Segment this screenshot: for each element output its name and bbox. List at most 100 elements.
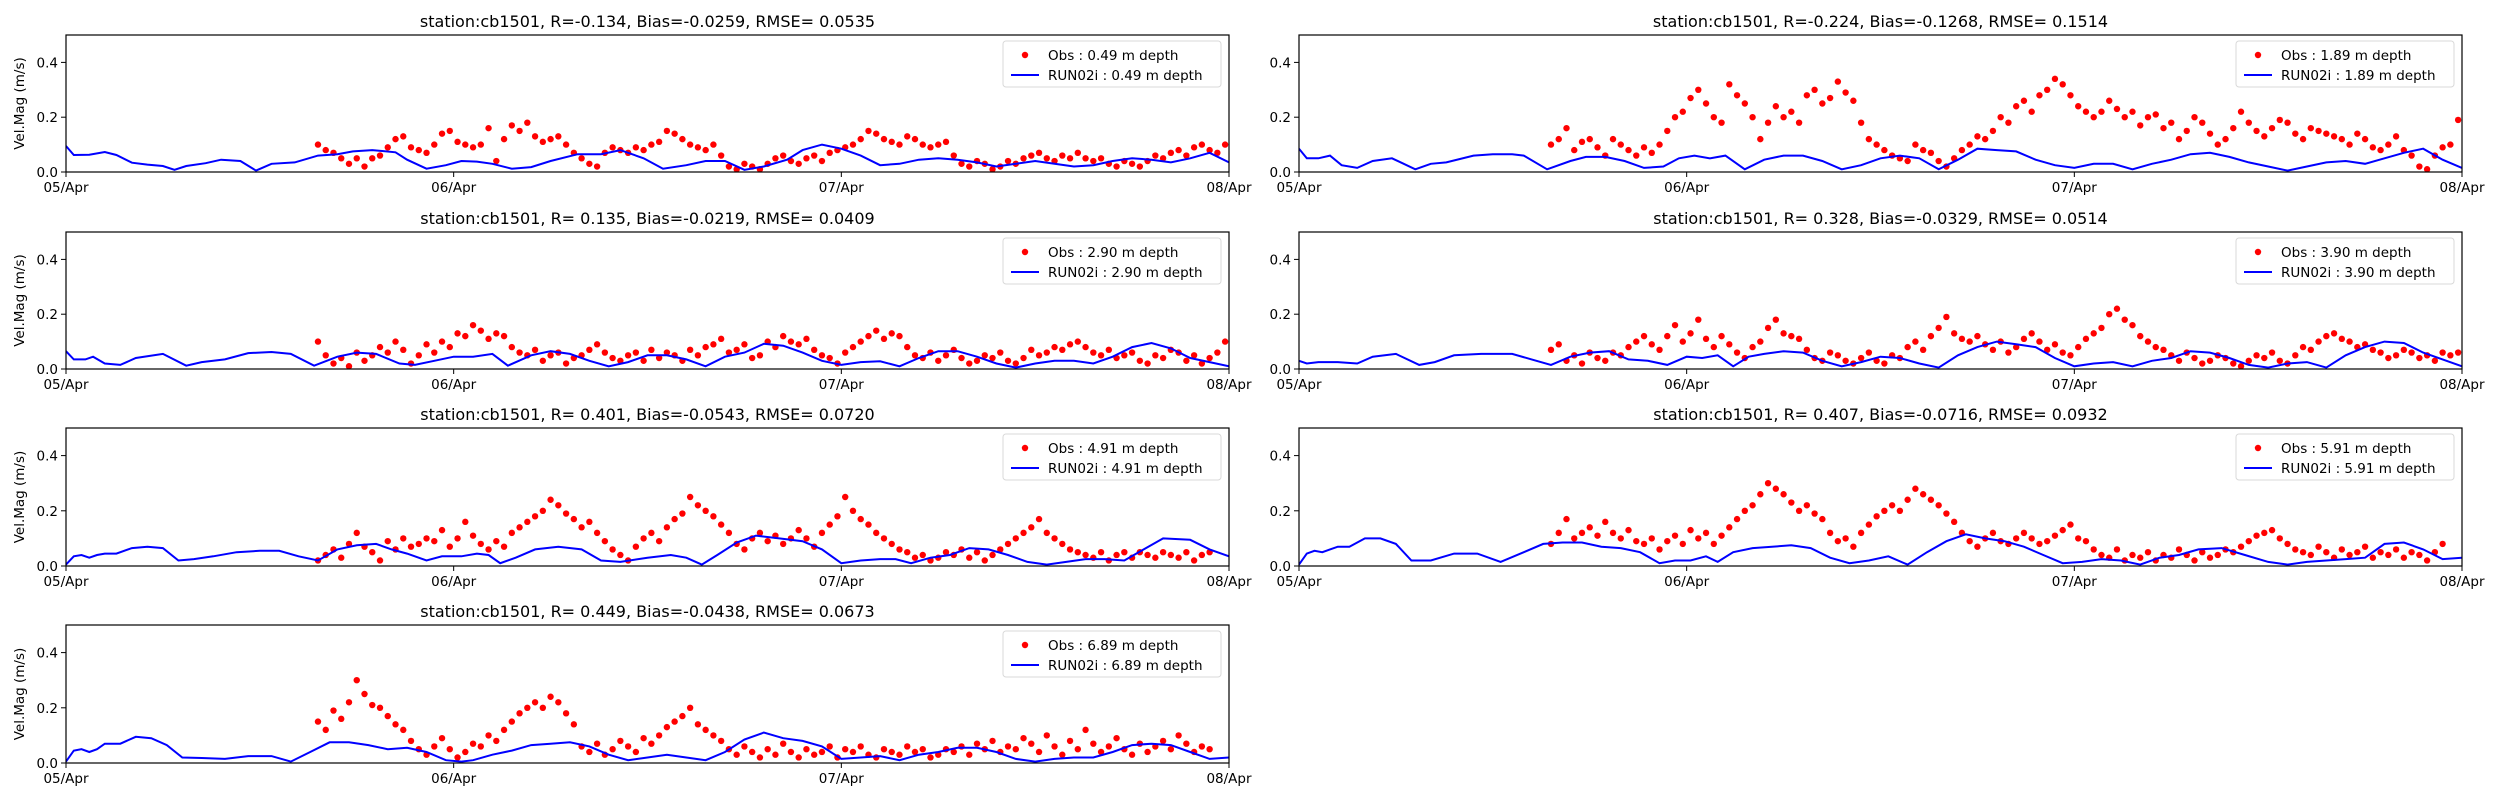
obs-point bbox=[2454, 349, 2462, 356]
obs-point bbox=[1865, 521, 1873, 528]
obs-point bbox=[547, 693, 554, 700]
x-tick-label: 07/Apr bbox=[819, 377, 865, 393]
obs-point bbox=[1989, 127, 1997, 135]
obs-point bbox=[935, 141, 942, 148]
x-tick-label: 06/Apr bbox=[431, 180, 477, 196]
obs-point bbox=[1935, 502, 1942, 509]
obs-point bbox=[1043, 155, 1050, 162]
axes-frame bbox=[65, 427, 1230, 567]
obs-point bbox=[1857, 354, 1865, 362]
obs-point bbox=[593, 163, 601, 170]
obs-point bbox=[1144, 360, 1151, 367]
obs-point bbox=[392, 721, 399, 728]
obs-point bbox=[1958, 335, 1966, 343]
x-tick-label: 05/Apr bbox=[1276, 377, 1322, 393]
obs-point bbox=[2230, 360, 2237, 367]
obs-point bbox=[1066, 737, 1074, 745]
obs-point bbox=[803, 535, 810, 542]
obs-point bbox=[2268, 526, 2276, 534]
obs-point bbox=[1190, 352, 1198, 359]
obs-point bbox=[865, 127, 872, 135]
obs-point bbox=[873, 529, 880, 537]
obs-point bbox=[376, 152, 384, 159]
obs-point bbox=[1679, 338, 1686, 345]
obs-point bbox=[2113, 546, 2121, 553]
obs-point bbox=[338, 554, 345, 561]
obs-point bbox=[1190, 557, 1198, 564]
obs-point bbox=[2299, 343, 2307, 351]
obs-point bbox=[1904, 496, 1911, 503]
obs-point bbox=[1695, 316, 1702, 323]
obs-point bbox=[826, 149, 833, 157]
obs-point bbox=[485, 335, 492, 343]
obs-point bbox=[1004, 357, 1012, 364]
obs-point bbox=[1795, 335, 1803, 343]
obs-point bbox=[857, 338, 864, 345]
obs-point bbox=[904, 743, 911, 750]
obs-point bbox=[2369, 144, 2377, 151]
x-tick-label: 07/Apr bbox=[819, 771, 865, 787]
legend-model-label: RUN02i : 2.90 m depth bbox=[1048, 265, 1203, 281]
obs-point bbox=[500, 332, 508, 340]
obs-point bbox=[469, 740, 477, 747]
obs-point bbox=[454, 535, 461, 542]
obs-point bbox=[345, 363, 353, 369]
y-tick-label: 0.0 bbox=[1270, 362, 1291, 378]
obs-point bbox=[2455, 0, 2461, 3]
obs-point bbox=[1974, 332, 1981, 340]
obs-point bbox=[1586, 524, 1593, 531]
obs-point bbox=[314, 718, 322, 725]
obs-point bbox=[810, 152, 818, 159]
obs-point bbox=[2361, 135, 2369, 143]
obs-point bbox=[1020, 734, 1027, 742]
obs-point bbox=[1741, 507, 1749, 514]
obs-point bbox=[617, 357, 624, 364]
obs-point bbox=[1788, 332, 1795, 340]
obs-point bbox=[2323, 332, 2330, 340]
obs-point bbox=[1648, 535, 1655, 542]
obs-point bbox=[655, 354, 663, 362]
obs-point bbox=[717, 335, 725, 343]
legend-obs-label: Obs : 3.90 m depth bbox=[2281, 245, 2411, 261]
obs-point bbox=[384, 144, 391, 151]
obs-point bbox=[904, 133, 911, 140]
x-tick-label: 07/Apr bbox=[2052, 377, 2098, 393]
obs-point bbox=[2377, 146, 2384, 154]
obs-point bbox=[2012, 103, 2020, 110]
obs-point bbox=[826, 521, 833, 528]
legend-box bbox=[2235, 40, 2455, 88]
obs-point bbox=[1974, 133, 1981, 140]
obs-point bbox=[1555, 135, 1562, 143]
obs-point bbox=[671, 130, 678, 137]
obs-point bbox=[1718, 332, 1725, 340]
obs-point bbox=[655, 537, 663, 545]
legend-obs-marker bbox=[2254, 51, 2262, 59]
obs-point bbox=[1842, 357, 1849, 364]
obs-point bbox=[2121, 114, 2128, 121]
subplot-title: station:cb1501, R= 0.135, Bias=-0.0219, … bbox=[420, 209, 874, 228]
obs-point bbox=[2237, 108, 2245, 115]
obs-point bbox=[407, 144, 415, 151]
y-tick-label: 0.2 bbox=[1270, 110, 1291, 126]
obs-series bbox=[1547, 0, 2461, 564]
obs-point bbox=[1687, 526, 1694, 534]
obs-point bbox=[1097, 155, 1105, 162]
obs-point bbox=[733, 346, 740, 354]
obs-point bbox=[1656, 141, 1663, 148]
obs-point bbox=[2276, 116, 2283, 124]
obs-point bbox=[1873, 513, 1880, 520]
obs-point bbox=[438, 734, 446, 742]
obs-point bbox=[1819, 100, 1826, 107]
legend-box bbox=[1002, 630, 1222, 678]
obs-point bbox=[338, 155, 345, 162]
obs-point bbox=[2392, 352, 2400, 359]
obs-point bbox=[741, 743, 748, 750]
obs-point bbox=[1850, 97, 1857, 104]
obs-point bbox=[1780, 330, 1787, 337]
obs-point bbox=[562, 710, 570, 717]
obs-point bbox=[1221, 338, 1229, 345]
x-tick-label: 08/Apr bbox=[2439, 377, 2485, 393]
obs-point bbox=[1059, 540, 1066, 548]
obs-point bbox=[1097, 549, 1105, 556]
obs-point bbox=[640, 535, 647, 542]
